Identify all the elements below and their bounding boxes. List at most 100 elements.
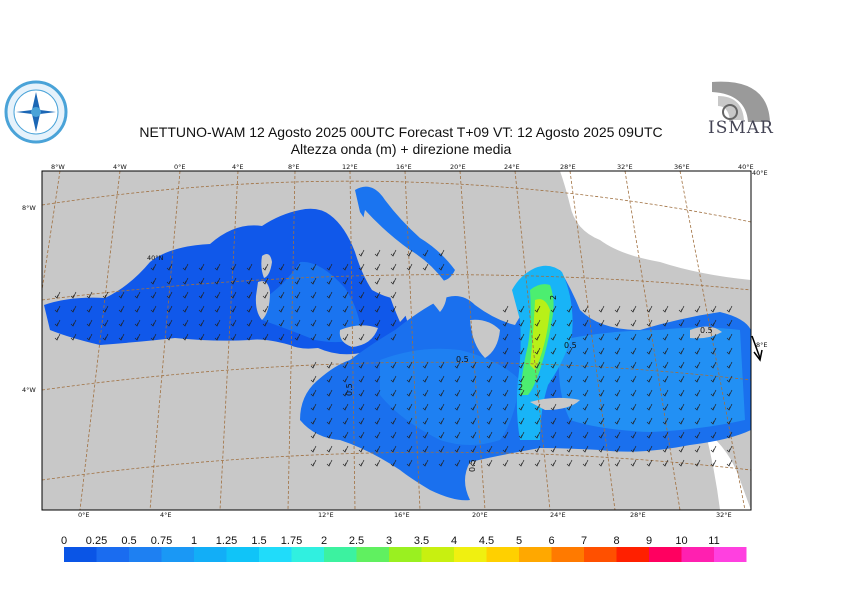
direction-arrow xyxy=(438,417,445,425)
direction-arrow xyxy=(630,361,637,369)
direction-arrow xyxy=(422,417,429,425)
direction-arrow xyxy=(342,431,349,439)
direction-arrow xyxy=(614,347,621,355)
direction-arrow xyxy=(326,375,333,383)
direction-arrow xyxy=(406,403,413,411)
direction-arrow xyxy=(518,389,525,397)
direction-arrow xyxy=(358,459,365,467)
direction-arrow xyxy=(246,305,253,313)
direction-arrow xyxy=(582,319,589,327)
contour-label: 0.5 xyxy=(564,341,577,350)
direction-arrow xyxy=(86,319,93,327)
direction-arrow xyxy=(342,305,349,313)
direction-arrow xyxy=(486,389,493,397)
direction-arrow xyxy=(310,333,317,341)
direction-arrow xyxy=(70,319,77,327)
direction-arrow xyxy=(694,417,701,425)
direction-arrow xyxy=(246,291,253,299)
direction-arrow xyxy=(422,361,429,369)
direction-arrow xyxy=(566,361,573,369)
direction-arrow xyxy=(246,277,253,285)
direction-arrow xyxy=(582,403,589,411)
island-cyprus xyxy=(690,326,722,339)
direction-arrow xyxy=(246,333,253,341)
direction-arrow xyxy=(358,389,365,397)
direction-arrow xyxy=(118,319,125,327)
land-italy-peninsula xyxy=(363,210,447,322)
direction-arrow xyxy=(150,277,157,285)
top-lon-label: 0°E xyxy=(174,163,186,171)
direction-arrow xyxy=(726,417,733,425)
direction-arrow xyxy=(182,305,189,313)
map-subtitle: Altezza onda (m) + direzione media xyxy=(290,141,512,157)
direction-arrow xyxy=(278,291,285,299)
direction-arrow xyxy=(502,319,509,327)
top-lon-label: 4°W xyxy=(113,163,127,171)
sea-levantine xyxy=(558,327,745,432)
contour-label: 0.5 xyxy=(468,459,477,472)
direction-arrow xyxy=(230,319,237,327)
direction-arrow xyxy=(630,445,637,453)
direction-arrow xyxy=(374,445,381,453)
direction-arrow xyxy=(566,333,573,341)
direction-arrow xyxy=(150,291,157,299)
direction-arrow xyxy=(102,291,109,299)
direction-arrow xyxy=(502,361,509,369)
direction-arrow xyxy=(358,375,365,383)
direction-arrow xyxy=(678,305,685,313)
direction-arrow xyxy=(694,333,701,341)
direction-arrow xyxy=(550,417,557,425)
direction-arrow xyxy=(598,417,605,425)
direction-arrow xyxy=(262,263,269,271)
direction-arrow xyxy=(214,263,221,271)
direction-arrow xyxy=(342,389,349,397)
contour-labels: 0.5 0.5 2 2 0.5 0.5 0.5 xyxy=(345,295,713,472)
bottom-lon-label: 4°E xyxy=(160,511,172,519)
direction-arrow xyxy=(406,417,413,425)
direction-arrow xyxy=(390,459,397,467)
direction-arrow xyxy=(518,431,525,439)
direction-arrow xyxy=(726,431,733,439)
direction-arrow xyxy=(406,389,413,397)
direction-arrow xyxy=(262,277,269,285)
direction-arrow xyxy=(646,347,653,355)
direction-arrow xyxy=(694,347,701,355)
direction-arrow xyxy=(486,403,493,411)
direction-arrow xyxy=(726,459,733,467)
direction-arrow xyxy=(358,319,365,327)
direction-arrow xyxy=(86,291,93,299)
edge-arrow xyxy=(751,335,763,362)
direction-arrow xyxy=(662,459,669,467)
direction-arrow xyxy=(454,459,461,467)
direction-arrow xyxy=(358,249,365,257)
direction-arrow xyxy=(534,431,541,439)
direction-arrow xyxy=(598,375,605,383)
direction-arrow xyxy=(598,333,605,341)
direction-arrow xyxy=(342,417,349,425)
direction-arrow xyxy=(678,459,685,467)
direction-arrow xyxy=(518,445,525,453)
direction-arrow xyxy=(678,445,685,453)
direction-arrow xyxy=(646,389,653,397)
direction-arrow xyxy=(502,375,509,383)
direction-arrow xyxy=(294,277,301,285)
direction-arrow xyxy=(294,333,301,341)
direction-arrow xyxy=(390,403,397,411)
direction-arrow xyxy=(598,305,605,313)
direction-arrow xyxy=(390,431,397,439)
direction-arrow xyxy=(454,361,461,369)
direction-arrow xyxy=(166,319,173,327)
direction-arrow xyxy=(390,319,397,327)
direction-arrow xyxy=(70,305,77,313)
direction-arrow xyxy=(118,333,125,341)
direction-arrow xyxy=(374,375,381,383)
direction-arrow xyxy=(694,459,701,467)
direction-arrow xyxy=(646,403,653,411)
direction-arrow xyxy=(598,403,605,411)
direction-arrow xyxy=(566,417,573,425)
direction-arrow xyxy=(614,403,621,411)
top-lon-label: 20°E xyxy=(450,163,466,171)
graticule xyxy=(42,171,751,510)
direction-arrow xyxy=(502,431,509,439)
